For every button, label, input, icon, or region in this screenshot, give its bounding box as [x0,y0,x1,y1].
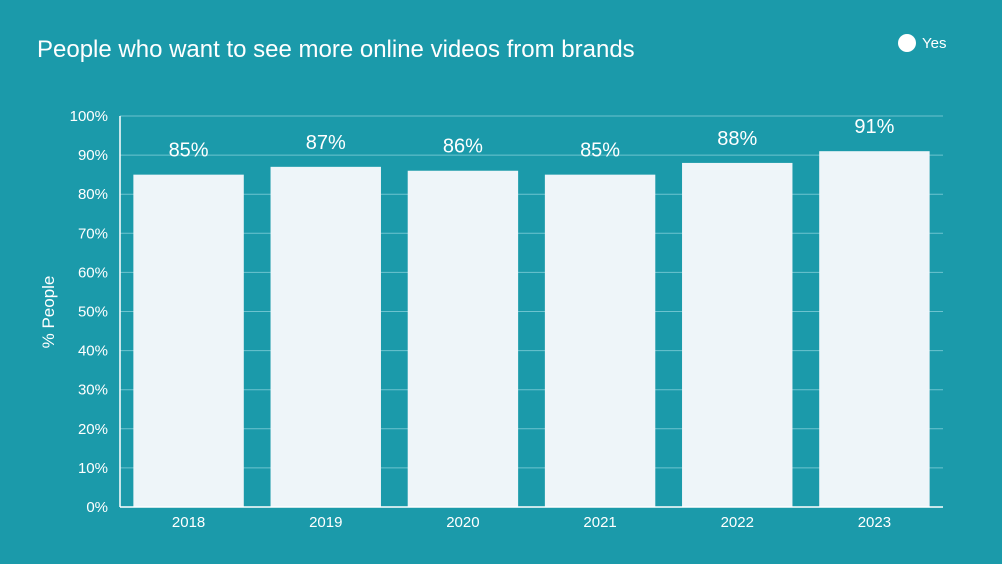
bars [133,151,930,508]
data-label: 85% [580,140,620,162]
x-tick-label: 2018 [172,514,205,531]
y-tick-label: 70% [78,225,108,242]
data-label: 88% [717,128,757,150]
gridlines [120,115,943,469]
data-label: 85% [169,140,209,162]
data-label: 91% [854,116,894,138]
labels: 0% 10% 20% 30% 40% 50% 60% 70% 80% 90% 100% 85% 2018… [39,108,895,531]
y-tick-label: 30% [78,382,108,399]
data-label: 87% [306,132,346,154]
bar [544,174,656,507]
y-tick-label: 20% [78,421,108,438]
chart-title: People who want to see more online video… [37,36,635,63]
legend-swatch-yes [898,34,916,52]
data-label: 86% [443,136,483,158]
legend[interactable]: Yes [898,34,946,52]
x-tick-label: 2020 [446,514,479,531]
bar [682,162,793,508]
y-tick-label: 90% [78,147,108,164]
y-tick-label: 0% [86,499,108,516]
bar [133,174,244,507]
bar [407,170,519,508]
bar [819,151,930,507]
axes [119,116,943,508]
y-tick-label: 80% [78,186,108,203]
y-tick-label: 10% [78,460,108,477]
legend-label-yes: Yes [922,34,947,52]
x-tick-label: 2023 [858,514,891,531]
x-tick-label: 2019 [309,514,342,531]
y-tick-label: 60% [78,264,108,281]
y-tick-label: 40% [78,343,108,360]
y-tick-label: 100% [70,108,108,125]
x-tick-label: 2021 [583,514,616,531]
y-tick-label: 50% [78,304,108,321]
x-tick-label: 2022 [721,514,754,531]
y-axis-title: % People [39,276,58,349]
bar [270,166,381,507]
